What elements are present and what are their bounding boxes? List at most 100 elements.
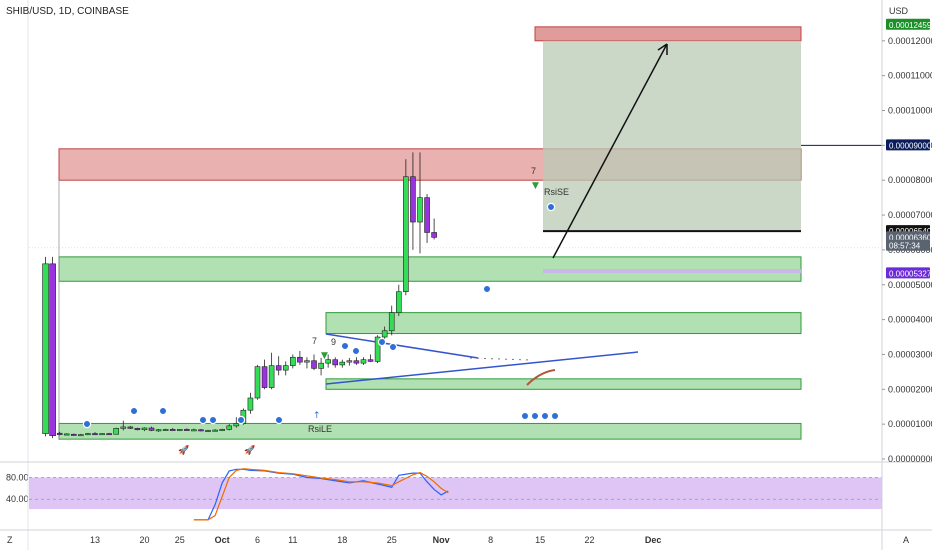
candle-body[interactable] [403,176,409,293]
candle-body[interactable] [219,429,225,431]
candle-body[interactable] [346,360,353,363]
candle-body[interactable] [282,365,289,371]
price-badge-label: 0.00006360 [889,233,932,242]
candle-body[interactable] [184,429,190,431]
signal-marker-icon [129,406,139,416]
count-label-7: 7 [312,336,317,346]
candle-body[interactable] [176,429,183,431]
time-tick-label: 18 [337,535,347,545]
candle-body[interactable] [92,433,98,436]
rocket-icon: 🚀 [244,444,255,456]
drawing-lines-layer [325,43,668,386]
signal-marker-icon [550,411,560,421]
candle-body[interactable] [367,359,374,362]
candle-body[interactable] [141,427,148,431]
candle-body[interactable] [353,360,360,364]
price-badge [886,231,930,243]
candle-body[interactable] [169,429,176,431]
signal-marker-icon [158,406,168,416]
candle-body[interactable] [113,428,119,435]
signal-marker-icon [546,202,556,212]
candle-body[interactable] [42,263,49,434]
candle-body[interactable] [155,429,162,432]
candle-body[interactable] [162,429,169,431]
rocket-icon: 🚀 [178,444,189,456]
price-tick-label: 0.00011000 [888,71,932,81]
price-badge-label: 0.00009000 [889,141,932,150]
candle-body[interactable] [325,359,331,364]
candles-layer[interactable] [42,152,437,439]
candle-body[interactable] [388,312,395,332]
candle-body[interactable] [205,430,211,432]
candle-body[interactable] [395,291,402,313]
price-badge-label: USD [889,6,909,16]
candle-body[interactable] [198,429,204,432]
signal-marker-icon [340,341,350,351]
candle-body[interactable] [360,359,367,364]
candle-body[interactable] [431,232,437,238]
rsi-se-label: RsiSE [544,187,569,197]
price-badge [886,5,930,16]
candle-body[interactable] [424,197,430,233]
candle-body[interactable] [290,356,296,366]
candle-body[interactable] [339,361,346,366]
candle-body[interactable] [63,433,70,436]
candle-body[interactable] [134,428,141,431]
candle-body[interactable] [297,356,303,363]
candle-body[interactable] [410,176,416,223]
stochastic-pane: 80.00 40.00 [6,468,882,521]
signal-marker-icon [351,346,361,356]
candle-body[interactable] [254,366,261,399]
candle-body[interactable] [275,365,282,371]
candle-body[interactable] [78,434,84,437]
price-tick-label: 0.00001000 [888,419,932,429]
candle-body[interactable] [226,425,233,430]
price-badge-label: 08:57:34 [889,242,921,251]
stoch-tick-label: 80.00 [6,472,29,482]
candle-body[interactable] [191,429,197,432]
candle-body[interactable] [85,433,91,436]
dotted-projection [469,357,531,361]
candle-body[interactable] [332,359,339,366]
rsi-le-label: RsiLE [308,424,332,434]
time-tick-label: 25 [387,535,397,545]
candle-body[interactable] [261,366,268,388]
candle-body[interactable] [304,360,310,363]
candle-body[interactable] [49,263,56,436]
signal-marker-icon [82,419,92,429]
candle-body[interactable] [268,365,275,388]
chart-title: SHIB/USD, 1D, COINBASE [6,6,129,17]
support-zone-low [325,378,802,390]
count-label-mid: 7 [531,166,536,176]
signal-marker-icon [377,337,387,347]
profit-zone [543,40,801,232]
price-tick-label: 0.00008000 [888,175,932,185]
candle-body[interactable] [99,433,105,436]
price-tick-label: 0.00005000 [888,280,932,290]
markers-layer: RsiLE RsiSE 7 9 7 ↑ ▼ ▼ 🚀 🚀 [82,166,569,456]
candle-body[interactable] [56,432,63,435]
candle-body[interactable] [127,426,134,429]
base-zone [58,422,802,440]
candle-body[interactable] [212,429,218,432]
price-tick-label: 0.00002000 [888,384,932,394]
candle-body[interactable] [120,426,127,429]
candle-body[interactable] [71,433,77,436]
candle-body[interactable] [233,423,240,427]
candle-body[interactable] [417,197,423,223]
stop-band [543,269,801,274]
candle-body[interactable] [247,397,254,411]
candle-body[interactable] [311,360,317,369]
signal-marker-icon [530,411,540,421]
price-badge [886,239,930,251]
price-tick-label: 0.00010000 [888,106,932,116]
candle-body[interactable] [106,433,112,436]
candle-body[interactable] [148,427,155,431]
candle-body[interactable] [318,362,324,369]
candle-body[interactable] [381,330,388,338]
candle-body[interactable] [374,336,381,362]
count-label-9: 9 [331,337,336,347]
axis-corner-right-label: A [903,535,909,545]
